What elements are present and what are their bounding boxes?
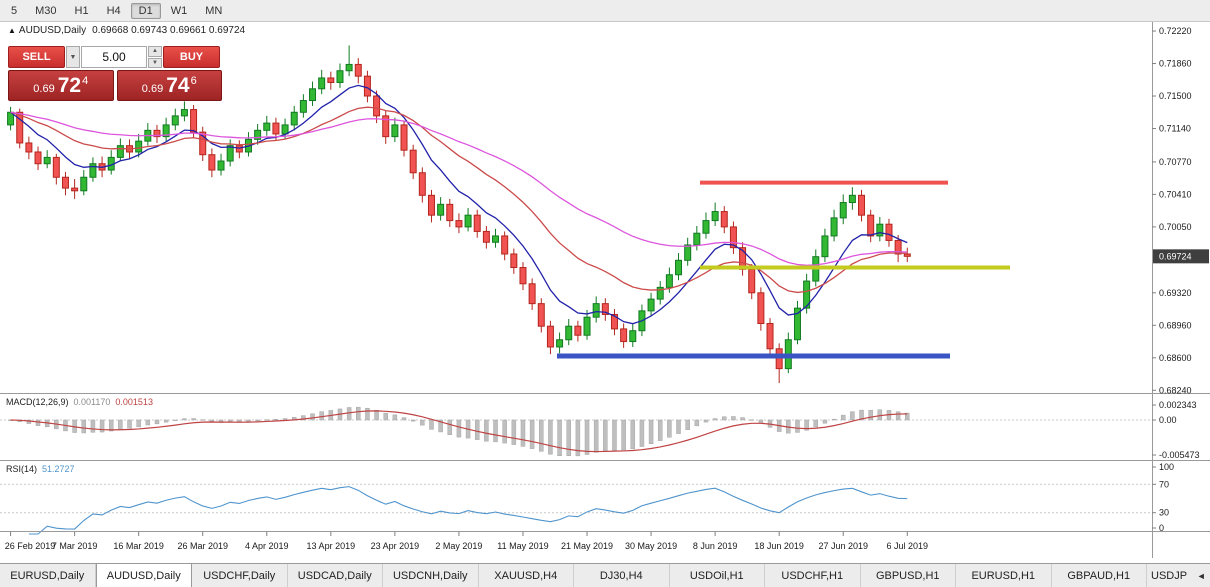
- svg-text:0.71860: 0.71860: [1159, 59, 1192, 69]
- chart-title: ▲ AUDUSD,Daily 0.69668 0.69743 0.69661 0.6…: [8, 25, 245, 36]
- svg-text:21 May 2019: 21 May 2019: [561, 541, 613, 551]
- svg-text:11 May 2019: 11 May 2019: [497, 541, 548, 551]
- svg-text:0.68960: 0.68960: [1159, 320, 1192, 330]
- svg-text:0.72220: 0.72220: [1159, 26, 1192, 36]
- rsi-value: 51.2727: [42, 464, 75, 474]
- ohlc-values: 0.69668 0.69743 0.69661 0.69724: [92, 25, 246, 36]
- chart-tab-bar: EURUSD,Daily AUDUSD,Daily USDCHF,Daily U…: [0, 563, 1210, 587]
- svg-text:16 Mar 2019: 16 Mar 2019: [113, 541, 164, 551]
- tab-scroll-left-icon[interactable]: ◄: [1196, 570, 1206, 581]
- svg-text:0.71500: 0.71500: [1159, 91, 1192, 101]
- buy-price-prefix: 0.69: [141, 83, 164, 95]
- sell-price-pip: 4: [82, 75, 89, 87]
- svg-text:0.70410: 0.70410: [1159, 189, 1192, 199]
- chart-region: 0.72220 0.71860 0.71500 0.71140 0.70770 0.704…: [0, 22, 1210, 563]
- tab-gbpusd-h1[interactable]: GBPUSD,H1: [861, 564, 956, 587]
- trade-controls-row: SELL ▼ ▲ ▼ BUY: [8, 46, 222, 68]
- sell-price-button[interactable]: 0.69 72 4: [8, 70, 114, 101]
- price-axis: 0.72220 0.71860 0.71500 0.71140 0.70770 0.704…: [1152, 26, 1200, 533]
- tab-usdjpy-h1[interactable]: USDJP: [1151, 569, 1188, 582]
- collapse-arrow-icon[interactable]: ▲: [8, 26, 16, 35]
- timeframe-button-d1[interactable]: D1: [130, 2, 161, 19]
- macd-signal-line: [10, 410, 908, 453]
- timeframe-button-m30[interactable]: M30: [35, 4, 57, 17]
- svg-text:6 Jul 2019: 6 Jul 2019: [887, 541, 929, 551]
- tab-eurusd-daily[interactable]: EURUSD,Daily: [0, 564, 96, 587]
- macd-signal-value: 0.001513: [115, 397, 153, 407]
- volume-step-down-icon[interactable]: ▼: [148, 57, 162, 68]
- svg-text:26 Mar 2019: 26 Mar 2019: [177, 541, 228, 551]
- svg-text:-0.005473: -0.005473: [1159, 450, 1200, 460]
- svg-text:0.00: 0.00: [1159, 415, 1177, 425]
- macd-main-value: 0.001170: [73, 397, 111, 407]
- moving-averages: [10, 84, 908, 325]
- one-click-trade-panel: SELL ▼ ▲ ▼ BUY 0.69 72 4 0.69 74 6: [8, 46, 222, 101]
- svg-text:0.71140: 0.71140: [1159, 124, 1191, 134]
- tab-usdcnh-daily[interactable]: USDCNH,Daily: [383, 564, 479, 587]
- svg-text:2 May 2019: 2 May 2019: [435, 541, 482, 551]
- sell-price-big: 72: [57, 74, 82, 97]
- tab-eurusd-h1[interactable]: EURUSD,H1: [956, 564, 1052, 587]
- timeframe-button-h4[interactable]: H4: [106, 4, 121, 17]
- svg-text:26 Feb 2019: 26 Feb 2019: [5, 541, 56, 551]
- svg-text:0.68240: 0.68240: [1159, 385, 1192, 395]
- svg-text:7 Mar 2019: 7 Mar 2019: [52, 541, 98, 551]
- timeframe-button-h1[interactable]: H1: [74, 4, 89, 17]
- svg-text:0: 0: [1159, 523, 1164, 533]
- macd-name: MACD(12,26,9): [6, 397, 69, 407]
- svg-text:0.69320: 0.69320: [1159, 288, 1192, 298]
- chart-symbol-label: AUDUSD,Daily: [18, 25, 87, 36]
- timeframe-button-w1[interactable]: W1: [170, 4, 188, 17]
- rsi-line: [28, 486, 908, 535]
- current-price-badge: 0.69724: [1153, 249, 1209, 264]
- tab-usdoil-h1[interactable]: USDOil,H1: [670, 564, 765, 587]
- volume-dropdown-icon[interactable]: ▼: [66, 46, 80, 68]
- svg-text:0.68600: 0.68600: [1159, 353, 1192, 363]
- timeframe-toolbar: 5 M30 H1 H4 D1 W1 MN: [0, 0, 1210, 22]
- rsi-indicator-label: RSI(14) 51.2727: [6, 464, 75, 474]
- svg-text:27 Jun 2019: 27 Jun 2019: [818, 541, 868, 551]
- timeframe-button-m5[interactable]: 5: [11, 4, 18, 17]
- svg-text:8 Jun 2019: 8 Jun 2019: [693, 541, 738, 551]
- tab-usdchf-daily[interactable]: USDCHF,Daily: [192, 564, 288, 587]
- tab-dj30-h4[interactable]: DJ30,H4: [574, 564, 670, 587]
- svg-text:30: 30: [1159, 508, 1169, 518]
- svg-text:100: 100: [1159, 462, 1174, 472]
- volume-step-up-icon[interactable]: ▲: [148, 46, 162, 57]
- main-chart: 0.72220 0.71860 0.71500 0.71140 0.70770 0.704…: [0, 22, 1210, 558]
- macd-indicator-label: MACD(12,26,9) 0.001170 0.001513: [6, 397, 153, 407]
- tab-usdcad-daily[interactable]: USDCAD,Daily: [288, 564, 383, 587]
- candles-layer: [7, 45, 911, 384]
- svg-text:0.70770: 0.70770: [1159, 157, 1192, 167]
- sell-price-prefix: 0.69: [33, 83, 55, 95]
- pane-separators: [0, 22, 1210, 558]
- macd-pane: [8, 406, 910, 457]
- buy-price-button[interactable]: 0.69 74 6: [116, 70, 222, 101]
- svg-text:13 Apr 2019: 13 Apr 2019: [307, 541, 356, 551]
- buy-price-big: 74: [166, 74, 190, 97]
- svg-text:30 May 2019: 30 May 2019: [625, 541, 677, 551]
- tab-audusd-daily[interactable]: AUDUSD,Daily: [95, 564, 192, 587]
- svg-text:70: 70: [1159, 479, 1169, 489]
- svg-text:18 Jun 2019: 18 Jun 2019: [754, 541, 804, 551]
- trade-prices-row: 0.69 72 4 0.69 74 6: [8, 70, 222, 101]
- volume-input[interactable]: [81, 46, 147, 68]
- svg-text:23 Apr 2019: 23 Apr 2019: [371, 541, 420, 551]
- svg-text:4 Apr 2019: 4 Apr 2019: [245, 541, 289, 551]
- volume-stepper: ▲ ▼: [148, 46, 162, 68]
- timeframe-button-mn[interactable]: MN: [205, 4, 223, 17]
- svg-text:0.69724: 0.69724: [1159, 251, 1192, 261]
- tab-xauusd-h4[interactable]: XAUUSD,H4: [479, 564, 574, 587]
- tab-usdchf-h1[interactable]: USDCHF,H1: [765, 564, 861, 587]
- rsi-name: RSI(14): [6, 464, 38, 474]
- svg-text:0.70050: 0.70050: [1159, 222, 1192, 232]
- buy-button[interactable]: BUY: [163, 46, 220, 68]
- tab-gbpaud-h1[interactable]: GBPAUD,H1: [1052, 564, 1147, 587]
- sell-button[interactable]: SELL: [8, 46, 65, 68]
- svg-text:0.002343: 0.002343: [1159, 400, 1197, 410]
- buy-price-pip: 6: [190, 75, 197, 87]
